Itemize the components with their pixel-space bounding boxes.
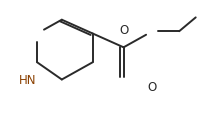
Text: HN: HN [19,73,36,86]
Text: O: O [148,80,157,93]
Text: O: O [119,24,128,37]
